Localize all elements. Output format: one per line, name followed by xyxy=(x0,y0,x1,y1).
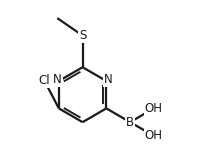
Text: S: S xyxy=(79,29,86,42)
Text: OH: OH xyxy=(145,102,163,115)
Text: OH: OH xyxy=(145,129,163,142)
Text: Cl: Cl xyxy=(39,75,50,87)
Text: N: N xyxy=(104,73,112,86)
Text: B: B xyxy=(126,116,134,129)
Text: N: N xyxy=(53,73,62,86)
